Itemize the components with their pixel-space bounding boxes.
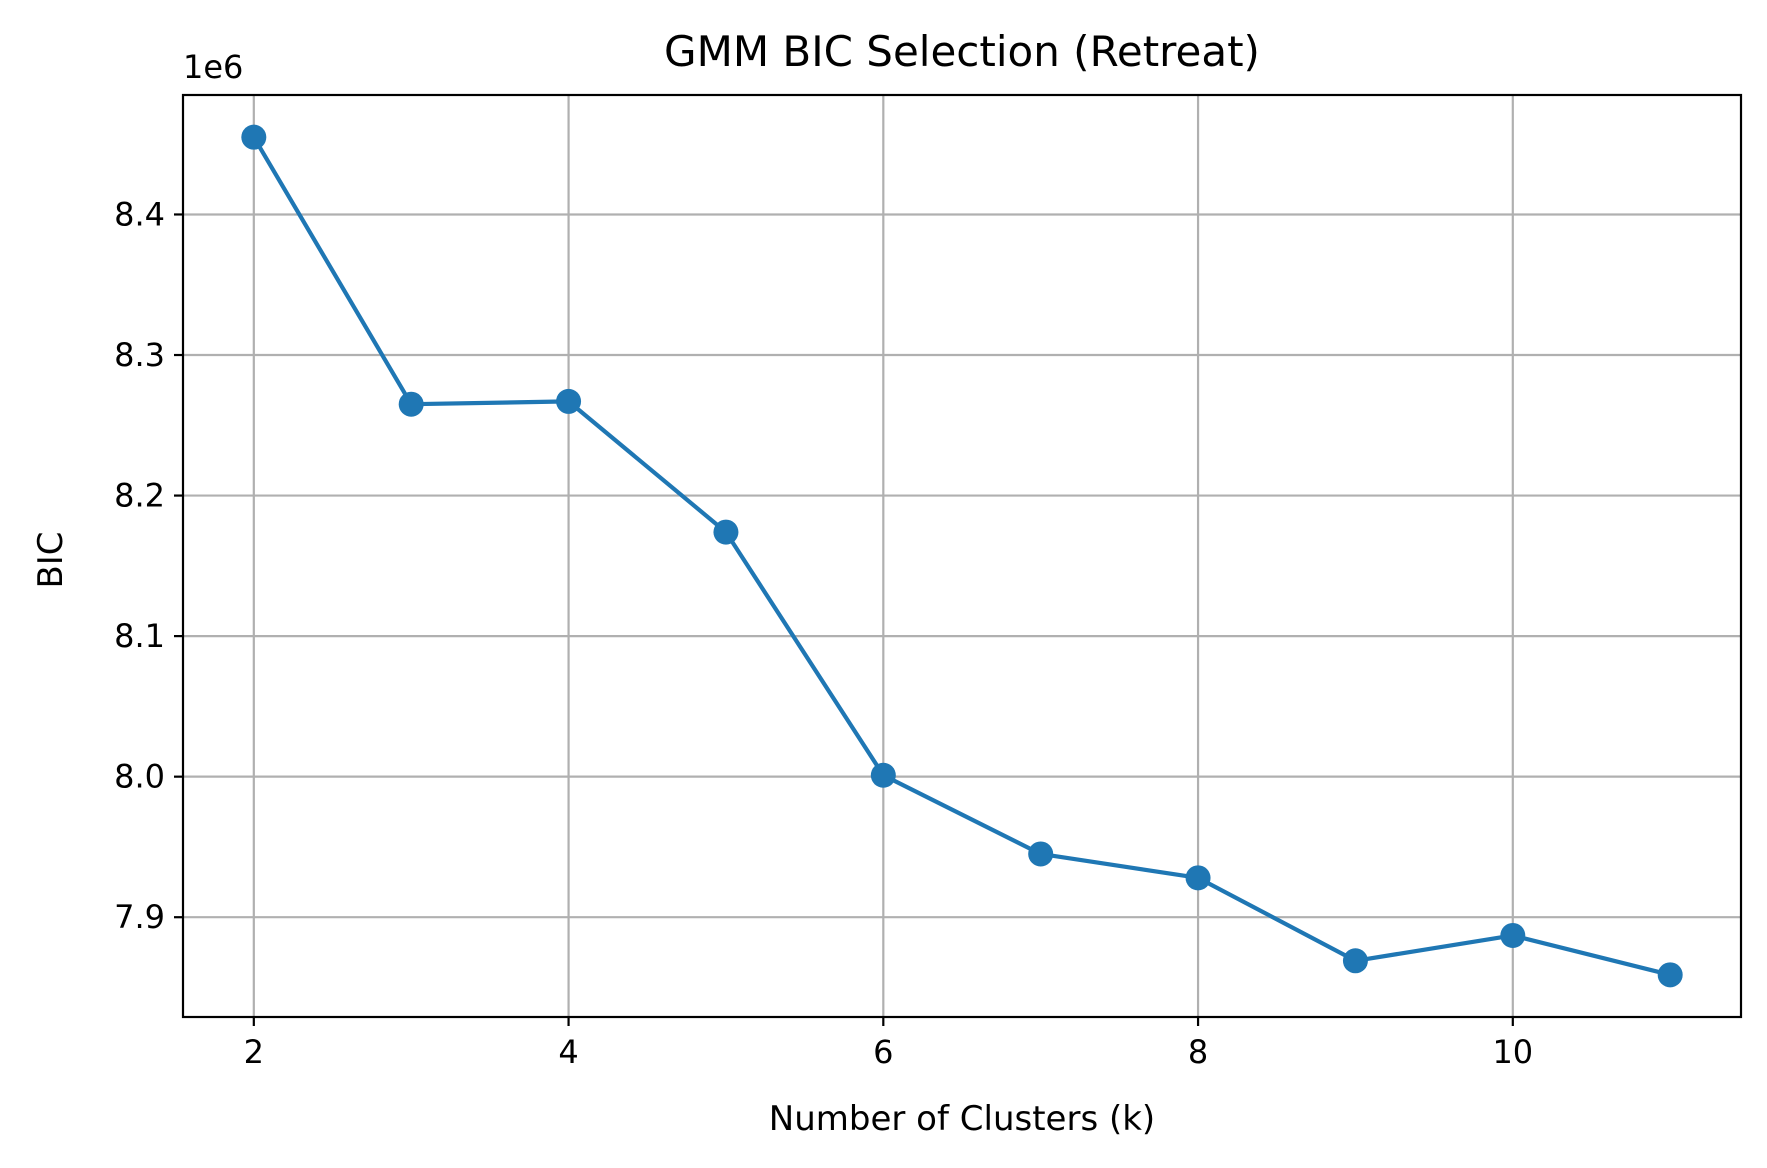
y-tick-label: 8.4: [114, 195, 165, 233]
x-axis-label: Number of Clusters (k): [769, 1099, 1155, 1139]
data-point: [1028, 841, 1054, 867]
data-point: [1657, 962, 1683, 988]
y-tick-label: 8.2: [114, 477, 165, 515]
data-point: [1342, 948, 1368, 974]
data-point: [1185, 865, 1211, 891]
data-point: [556, 388, 582, 414]
y-tick-label: 8.3: [114, 336, 165, 374]
data-point: [241, 124, 267, 150]
x-tick-label: 10: [1492, 1033, 1533, 1071]
data-point: [713, 519, 739, 545]
grid-lines: [183, 95, 1741, 1017]
data-series: [241, 124, 1683, 988]
data-point: [398, 391, 424, 417]
y-offset-text: 1e6: [183, 48, 243, 86]
plot-frame: [181, 93, 1743, 1019]
y-axis-label: BIC: [31, 531, 71, 588]
chart-title: GMM BIC Selection (Retreat): [664, 27, 1260, 76]
y-tick-label: 8.1: [114, 617, 165, 655]
data-point: [870, 762, 896, 788]
x-tick-label: 4: [558, 1033, 578, 1071]
data-point: [1500, 922, 1526, 948]
x-tick-label: 6: [873, 1033, 893, 1071]
series-line: [252, 136, 1671, 977]
y-tick-label: 7.9: [114, 898, 165, 936]
axis-ticks: 2 4 6 8 10 7.9 8.0 8.1 8.2 8.3 8.4: [114, 195, 1533, 1071]
y-tick-label: 8.0: [114, 758, 165, 796]
x-tick-label: 2: [244, 1033, 264, 1071]
x-tick-label: 8: [1188, 1033, 1208, 1071]
